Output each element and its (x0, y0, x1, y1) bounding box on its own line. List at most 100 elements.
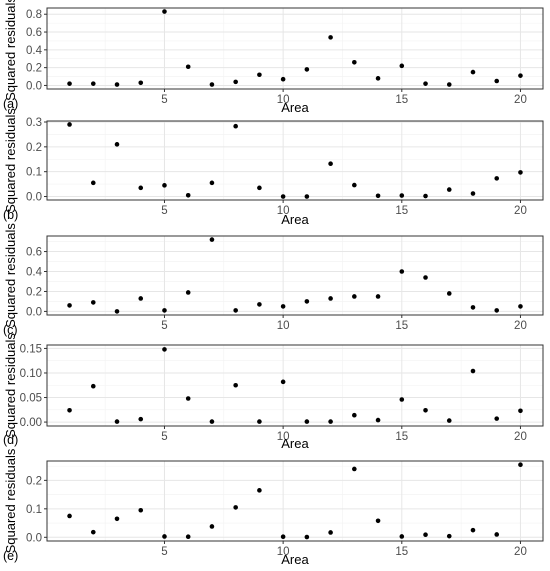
data-point (423, 275, 428, 280)
data-point (470, 305, 476, 310)
plot-area (47, 8, 543, 89)
data-point (399, 534, 405, 539)
data-point (352, 294, 357, 299)
data-point (446, 418, 452, 423)
x-tick-label: 15 (395, 431, 408, 443)
y-tick-label: 0.6 (26, 247, 42, 259)
data-point (328, 530, 333, 535)
data-point (233, 79, 238, 85)
data-point (114, 516, 120, 522)
x-tick-label: 10 (277, 431, 290, 443)
data-point (209, 419, 215, 424)
data-point (494, 532, 500, 537)
data-point (209, 524, 215, 529)
data-point (470, 191, 476, 196)
data-point (209, 180, 215, 186)
data-point (67, 303, 72, 308)
data-point (518, 462, 523, 468)
data-point (280, 194, 286, 199)
data-point (304, 419, 310, 424)
y-tick-label: 0.3 (26, 117, 42, 129)
data-point (185, 64, 191, 70)
panel-tag-label: (b) (3, 208, 18, 222)
x-axis-label: Area (281, 436, 309, 451)
y-tick-label: 0.4 (26, 45, 43, 57)
data-point (352, 182, 357, 188)
data-point (399, 193, 405, 198)
x-tick-label: 5 (161, 431, 167, 443)
data-point (304, 299, 310, 304)
data-point (257, 419, 262, 424)
data-point (446, 82, 452, 87)
data-point (162, 347, 167, 352)
data-point (423, 193, 428, 199)
plot-area (47, 461, 543, 541)
data-point (304, 534, 310, 540)
x-tick-label: 10 (277, 94, 290, 106)
data-point (494, 308, 500, 313)
data-point (209, 82, 215, 87)
data-point (423, 81, 428, 86)
data-point (185, 192, 191, 198)
data-point (162, 183, 167, 188)
data-point (138, 507, 144, 513)
x-axis-label: Area (281, 552, 309, 567)
data-point (162, 308, 167, 313)
data-point (90, 81, 96, 86)
x-tick-label: 15 (395, 94, 408, 106)
data-point (470, 527, 476, 533)
y-tick-label: 0.10 (20, 368, 42, 380)
y-tick-label: 0.0 (26, 80, 42, 92)
data-point (328, 296, 333, 301)
y-tick-label: 0.0 (26, 306, 42, 318)
data-point (209, 237, 215, 242)
y-tick-label: 0.2 (26, 475, 42, 487)
x-tick-label: 5 (161, 205, 167, 217)
data-point (233, 505, 238, 510)
data-point (470, 69, 476, 75)
y-tick-label: 0.15 (20, 343, 42, 355)
y-axis-label: Squared residuals (3, 333, 18, 438)
data-point (375, 417, 381, 423)
data-point (138, 296, 144, 301)
y-tick-label: 0.0 (26, 192, 42, 204)
data-point (162, 534, 167, 539)
x-tick-label: 5 (161, 94, 167, 106)
panel-e: 0.0 0.1 0.2 5 10 15 20 Squared residuals Area (e) (3, 448, 544, 567)
data-point (67, 81, 72, 86)
data-point (446, 187, 452, 192)
data-point (328, 161, 333, 167)
y-axis-label: Squared residuals (3, 108, 18, 213)
data-point (446, 291, 452, 296)
data-point (328, 419, 333, 424)
y-tick-label: 0.2 (26, 286, 42, 298)
y-tick-label: 0.4 (26, 267, 43, 279)
data-point (375, 518, 381, 524)
data-point (494, 416, 500, 421)
plot-area (47, 236, 543, 315)
data-point (257, 185, 262, 191)
panel-d: 0.00 0.05 0.10 0.15 5 10 15 20 Squared residuals… (3, 333, 544, 451)
panel-border (46, 7, 544, 90)
data-point (352, 466, 357, 472)
data-point (352, 59, 357, 65)
data-point (375, 193, 381, 199)
data-point (280, 304, 286, 309)
data-point (375, 294, 381, 299)
x-axis-label: Area (281, 100, 309, 115)
x-tick-label: 20 (514, 205, 527, 217)
y-axis-label: Squared residuals (3, 0, 18, 101)
x-tick-label: 10 (277, 205, 290, 217)
data-point (185, 290, 191, 295)
panel-border (46, 120, 544, 201)
data-point (90, 180, 96, 186)
data-point (280, 76, 286, 82)
plot-area (47, 121, 543, 200)
data-point (494, 176, 500, 181)
data-point (233, 308, 238, 313)
data-point (518, 73, 523, 78)
x-tick-label: 5 (161, 320, 167, 332)
panel-tag-label: (e) (3, 549, 18, 563)
data-point (90, 529, 96, 535)
